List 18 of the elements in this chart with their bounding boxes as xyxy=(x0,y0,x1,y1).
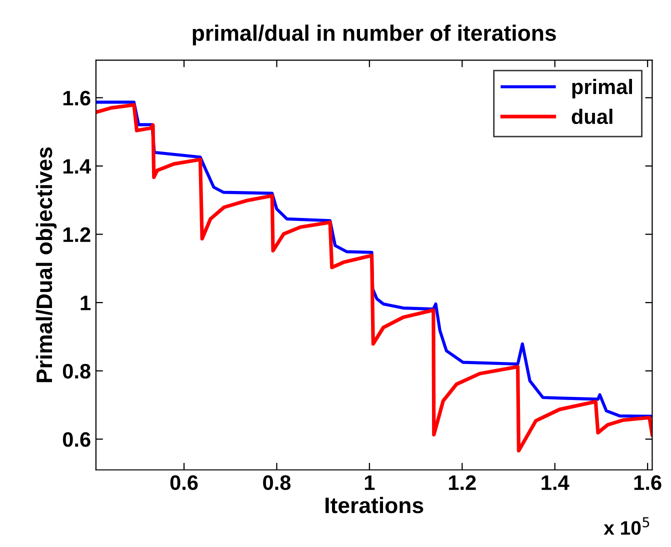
y-tick-label: 0.8 xyxy=(62,364,90,379)
chart-title: primal/dual in number of iterations xyxy=(192,24,556,46)
x-tick-label: 0.8 xyxy=(263,475,291,490)
y-tick-label: 1 xyxy=(80,296,91,310)
legend-label: dual xyxy=(572,108,612,124)
x-tick-label: 1.6 xyxy=(634,475,662,490)
x-tick-label: 1.2 xyxy=(448,475,476,490)
x-tick-label: 1.4 xyxy=(542,476,570,490)
y-tick-label: 1.2 xyxy=(63,227,90,242)
x-axis-title: Iterations xyxy=(326,496,424,514)
y-axis-title: Primal/Dual objectives xyxy=(36,147,57,382)
text: x 10$^{5}$ xyxy=(604,517,650,535)
legend-label: primal xyxy=(572,78,632,98)
y-tick-label: 0.6 xyxy=(62,432,90,447)
x-tick-label: 0.6 xyxy=(170,475,198,490)
y-tick-label: 1.6 xyxy=(63,90,90,106)
x-tick-label: 1 xyxy=(364,476,375,490)
y-tick-label: 1.4 xyxy=(63,159,91,174)
